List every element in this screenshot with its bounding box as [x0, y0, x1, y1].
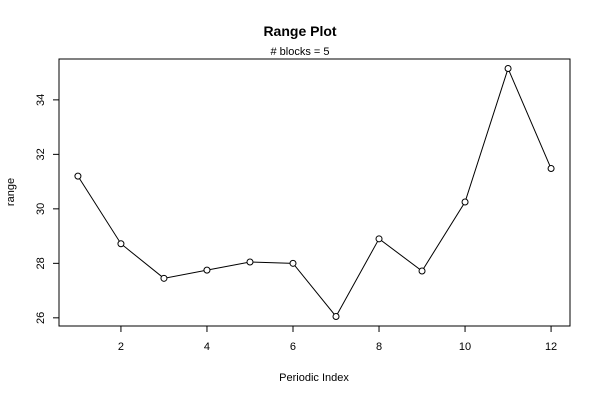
data-point: [418, 267, 426, 275]
y-tick-label: 32: [35, 148, 47, 160]
y-axis: 26 28 30 32 34: [35, 94, 59, 324]
data-point: [332, 312, 340, 320]
x-tick-label: 10: [459, 341, 471, 353]
data-point: [117, 240, 125, 248]
chart-subtitle: # blocks = 5: [270, 46, 329, 58]
series-line: [77, 67, 552, 318]
data-point: [461, 198, 469, 206]
y-tick-label: 26: [35, 312, 47, 324]
x-axis-label: Periodic Index: [279, 372, 349, 384]
x-tick-label: 4: [204, 341, 210, 353]
data-points: [74, 65, 555, 320]
data-point: [74, 172, 82, 180]
y-tick-label: 34: [35, 94, 47, 106]
x-axis: 2 4 6 8 10 12: [118, 326, 557, 353]
x-tick-label: 2: [118, 341, 124, 353]
plot-frame: [58, 58, 571, 327]
x-tick-label: 6: [290, 341, 296, 353]
data-point: [289, 259, 297, 267]
y-tick-label: 28: [35, 257, 47, 269]
data-point: [547, 165, 555, 173]
data-point: [160, 274, 168, 282]
data-point: [375, 235, 383, 243]
y-axis-label: range: [5, 178, 17, 206]
chart-title: Range Plot: [263, 23, 336, 39]
x-tick-label: 12: [545, 341, 557, 353]
x-tick-label: 8: [376, 341, 382, 353]
data-point: [504, 65, 512, 73]
data-point: [246, 258, 254, 266]
y-tick-label: 30: [35, 203, 47, 215]
data-point: [203, 266, 211, 274]
